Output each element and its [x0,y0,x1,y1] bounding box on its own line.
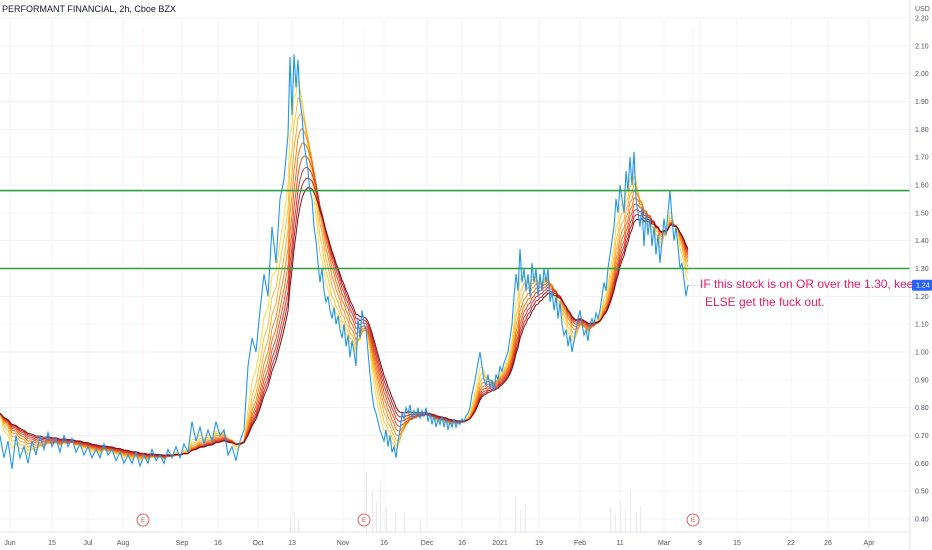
volume-bars [290,472,641,532]
y-tick-label: 1.70 [915,155,929,162]
annotation-line-1: IF this stock is on OR over the 1.30, ke… [700,277,923,291]
volume-bar [366,472,367,532]
y-tick-label: 1.40 [915,238,929,245]
y-tick-label: 0.50 [915,489,929,496]
ema-line-6 [0,97,689,461]
last-price-badge-bg [912,279,932,291]
volume-bar [610,507,611,532]
x-tick-label: 11 [616,540,623,547]
x-tick-label: 26 [824,540,832,547]
y-tick-label: 0.90 [915,377,929,384]
x-tick-label: 15 [48,540,56,547]
grid [0,17,910,532]
currency-label: USD [915,6,930,13]
y-tick-label: 1.20 [915,294,929,301]
x-tick-label: Dec [421,540,434,547]
volume-bar [376,502,377,532]
y-tick-label: 0.60 [915,461,929,468]
support-resistance-lines [0,189,910,286]
x-tick-label: Oct [253,540,264,547]
price-series [0,54,689,469]
ema-line-14 [0,155,689,458]
volume-bar [290,517,291,532]
volume-bar [615,514,616,532]
ema-line-4 [0,79,689,461]
volume-bar [636,512,637,532]
volume-bar [520,510,521,532]
y-tick-label: 2.10 [915,43,929,50]
earnings-marker-circle [136,513,150,527]
volume-bar [298,520,299,532]
annotation-line-2: ELSE get the fuck out. [705,295,824,309]
price-line [0,54,689,469]
x-tick-label: Jun [4,540,15,547]
ema-line-8 [0,113,689,460]
y-tick-label: 1.90 [915,99,929,106]
x-tick-label: 9 [698,540,702,547]
volume-bar [294,512,295,532]
y-tick-label: 1.00 [915,350,929,357]
x-tick-label: 16 [380,540,388,547]
x-tick-label: 15 [733,540,741,547]
volume-bar [525,504,526,532]
last-price-badge: 1.24 [912,279,932,291]
volume-bar [515,497,516,532]
earnings-marker-label: E [141,518,145,524]
y-tick-label: 1.30 [915,266,929,273]
y-tick-label: 0.40 [915,517,929,524]
earnings-marker-label: E [362,518,366,524]
volume-bar [380,482,381,532]
last-price-label: 1.24 [916,283,930,290]
x-tick-label: Jul [84,540,93,547]
x-tick-label: Aug [117,540,130,547]
y-tick-label: 1.10 [915,322,929,329]
y-tick-label: 2.20 [915,16,929,23]
y-tick-label: 0.80 [915,405,929,412]
x-tick-label: Nov [337,540,350,547]
volume-bar [372,492,373,532]
volume-bar [404,514,405,532]
earnings-marker-label: E [691,518,695,524]
volume-bar [625,510,626,532]
volume-bar [395,512,396,532]
x-tick-label: 19 [535,540,543,547]
y-tick-label: 1.60 [915,183,929,190]
ema-line-20 [0,187,689,456]
volume-bar [386,507,387,532]
y-tick-label: 1.50 [915,210,929,217]
x-tick-label: Feb [574,540,586,547]
chart-title: PERFORMANT FINANCIAL, 2h, Cboe BZX [2,4,176,14]
x-tick-label: 16 [458,540,466,547]
x-tick-label: Apr [864,540,876,547]
earnings-marker-circle [357,513,371,527]
volume-bar [620,502,621,532]
x-tick-label: 2021 [492,540,508,547]
x-tick-label: Sep [176,540,189,547]
y-tick-label: 1.80 [915,127,929,134]
x-tick-label: 16 [214,540,222,547]
ema-ribbon [0,79,689,461]
x-tick-label: 13 [288,540,296,547]
earnings-marker-circle [686,513,700,527]
x-tick-label: Mar [658,540,671,547]
y-tick-label: 2.00 [915,71,929,78]
volume-bar [630,492,631,532]
y-tick-label: 0.70 [915,433,929,440]
volume-bar [420,520,421,532]
volume-bar [640,506,641,532]
x-tick-label: 22 [787,540,795,547]
